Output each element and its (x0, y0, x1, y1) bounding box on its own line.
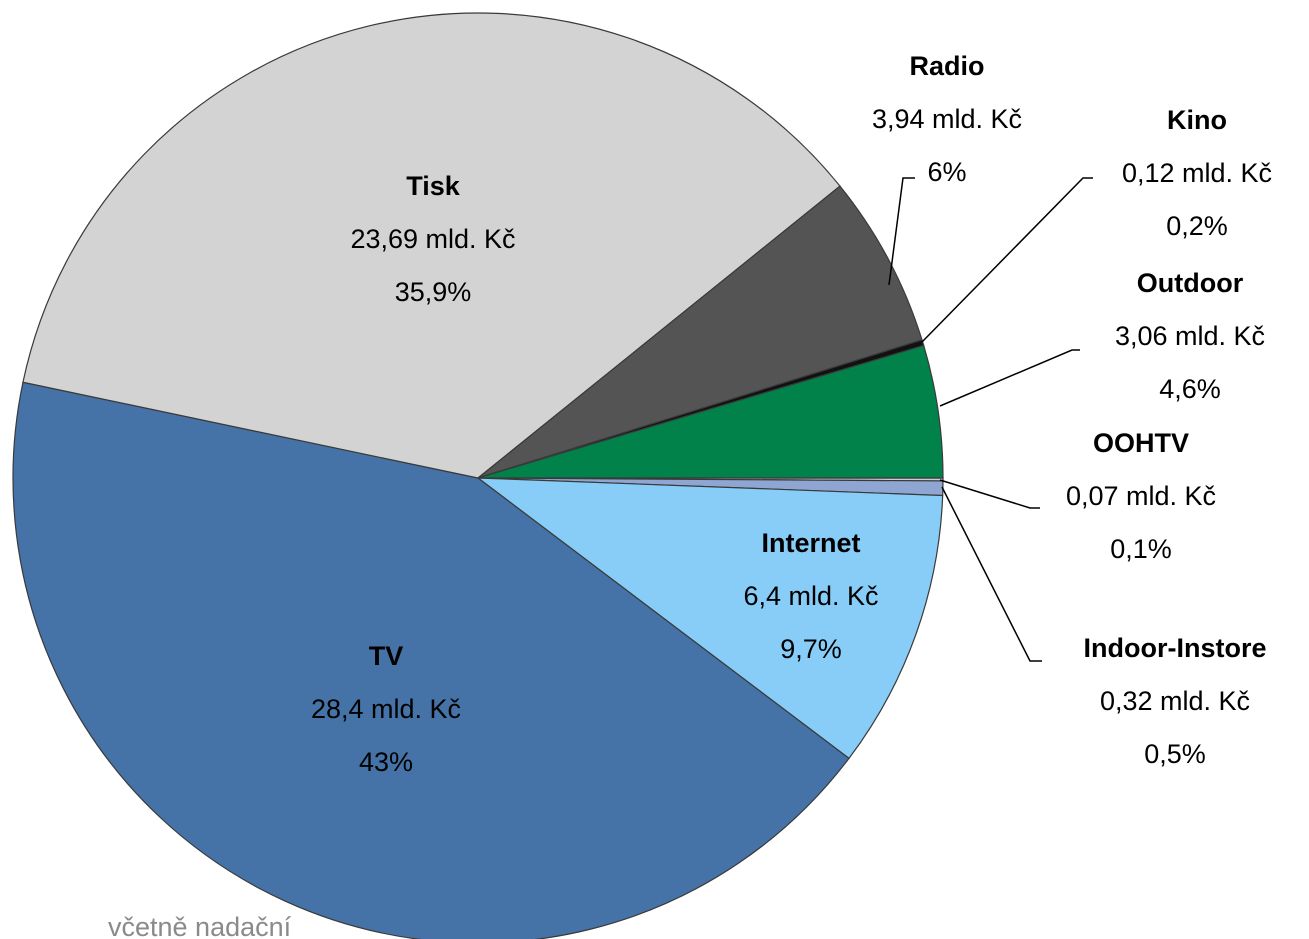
amount-label: 3,06 mld. Kč (1115, 321, 1265, 351)
amount-label: 0,32 mld. Kč (1100, 686, 1250, 716)
slice-label: Kino (1167, 105, 1227, 135)
leader-line (939, 349, 1080, 407)
pie-slice (22, 12, 841, 479)
slice-label: Outdoor (1137, 268, 1244, 298)
pie-slice (477, 344, 944, 479)
leader-line (888, 177, 915, 286)
percent-label: 35,9% (395, 277, 472, 307)
pie (12, 12, 944, 939)
leader-line (939, 479, 1040, 509)
slice-label: OOHTV (1093, 428, 1189, 458)
amount-label: 23,69 mld. Kč (350, 224, 515, 254)
amount-label: 0,07 mld. Kč (1066, 481, 1216, 511)
leader-line (941, 486, 1042, 662)
percent-label: 9,7% (780, 634, 842, 664)
footnote: včetně nadační (108, 912, 292, 939)
amount-label: 3,94 mld. Kč (872, 104, 1022, 134)
slice-label: Tisk (406, 171, 461, 201)
pie-slice (12, 381, 850, 939)
percent-label: 0,1% (1110, 534, 1172, 564)
pie-slice (477, 185, 923, 479)
percent-label: 43% (359, 747, 413, 777)
percent-label: 0,5% (1144, 739, 1206, 769)
slice-label: Internet (761, 528, 860, 558)
percent-label: 0,2% (1166, 211, 1228, 241)
leader-line (921, 177, 1093, 343)
amount-label: 0,12 mld. Kč (1122, 158, 1272, 188)
percent-label: 4,6% (1159, 374, 1221, 404)
slice-label: Radio (909, 51, 984, 81)
slice-label: TV (369, 641, 404, 671)
percent-label: 6% (927, 157, 966, 187)
amount-label: 6,4 mld. Kč (743, 581, 878, 611)
slice-label: Indoor-Instore (1084, 633, 1267, 663)
amount-label: 28,4 mld. Kč (311, 694, 461, 724)
pie-slice (476, 477, 944, 760)
